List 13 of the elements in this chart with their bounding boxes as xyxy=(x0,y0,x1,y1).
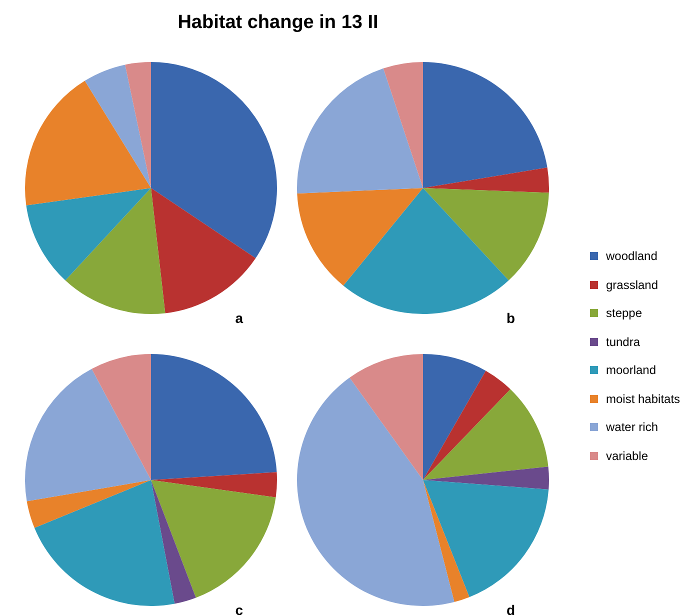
slice-label: b xyxy=(506,310,515,326)
legend-label: steppe xyxy=(606,306,642,320)
slice-label: c xyxy=(235,602,243,615)
legend-label: water rich xyxy=(606,420,658,434)
legend-label: moorland xyxy=(606,363,656,378)
slice-label: d xyxy=(506,602,515,615)
slice-label: a xyxy=(235,310,243,326)
legend-label: tundra xyxy=(606,334,640,349)
legend-label: grassland xyxy=(606,278,658,292)
legend-label: variable xyxy=(606,448,648,463)
chart-title: Habitat change in 13 II xyxy=(176,12,380,34)
legend-label: moist habitats xyxy=(606,392,680,406)
legend-label: woodland xyxy=(606,249,658,264)
